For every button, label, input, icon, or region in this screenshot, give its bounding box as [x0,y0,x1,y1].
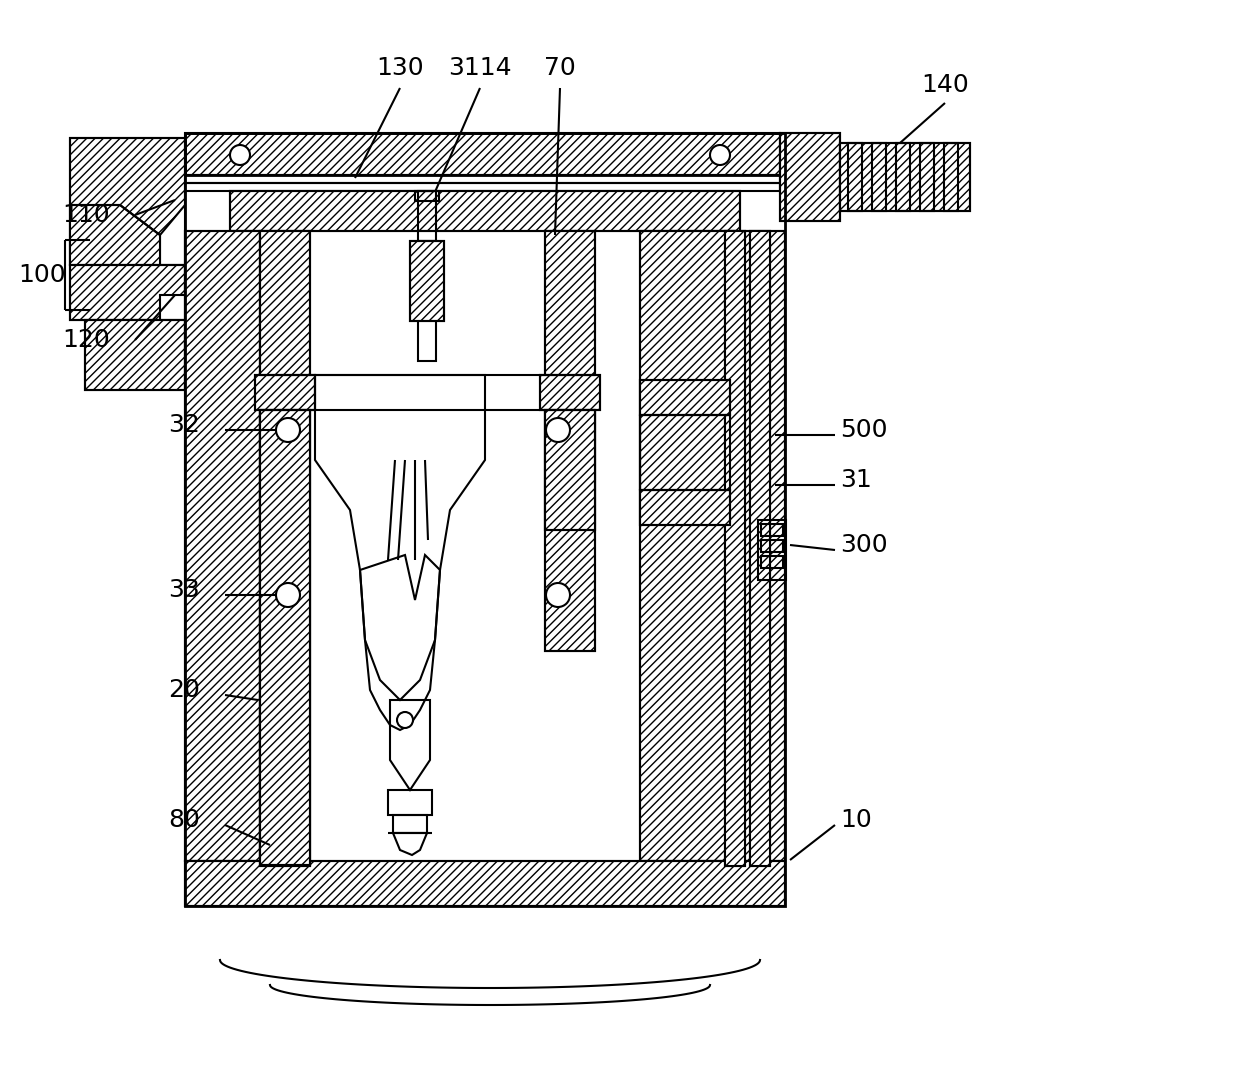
Bar [260,230,310,866]
Bar [86,320,185,391]
Polygon shape [69,205,160,265]
Circle shape [546,418,570,442]
Text: 33: 33 [169,578,200,602]
Bar [260,410,310,865]
Text: 110: 110 [62,203,110,227]
Bar [780,133,839,221]
Circle shape [397,712,413,728]
Text: 130: 130 [376,55,424,80]
Bar [839,143,970,211]
Bar [415,191,439,201]
Bar [872,143,887,211]
Bar [848,143,862,211]
Bar [546,230,595,651]
Text: 140: 140 [921,73,968,97]
Bar [539,375,600,410]
Bar [920,143,934,211]
Bar [255,375,315,410]
Text: 300: 300 [839,534,888,557]
Text: 100: 100 [19,262,66,287]
Bar [86,320,185,391]
Bar [640,415,730,490]
Text: 3114: 3114 [448,55,512,80]
Bar [229,191,740,230]
Bar [725,230,745,866]
Bar [388,790,432,815]
Bar [546,230,595,651]
Bar [69,265,185,320]
Bar [725,230,745,866]
Bar [640,380,730,415]
Bar [185,230,260,861]
Circle shape [546,583,570,607]
Bar [761,524,782,536]
Bar [539,375,600,410]
Bar [418,241,436,361]
Bar [410,241,444,321]
Bar [761,556,782,568]
Bar [185,184,780,191]
Bar [229,191,740,230]
Bar [546,410,595,530]
Bar [640,380,730,415]
Text: 32: 32 [169,413,200,437]
Bar [410,241,444,321]
Bar [185,133,780,175]
Bar [546,410,595,530]
Bar [758,520,786,580]
Text: 31: 31 [839,468,872,492]
Bar [260,410,310,865]
Polygon shape [393,833,427,855]
Bar [260,230,310,866]
Bar [640,230,785,861]
Bar [255,375,315,410]
Bar [69,138,185,265]
Polygon shape [69,138,185,265]
Bar [780,133,839,221]
Circle shape [711,145,730,165]
Bar [393,815,427,833]
Bar [839,143,970,211]
Text: 70: 70 [544,55,575,80]
Text: 20: 20 [169,678,200,702]
Bar [185,133,780,175]
Bar [185,861,785,906]
Text: 10: 10 [839,808,872,832]
Bar [640,490,730,525]
Circle shape [277,583,300,607]
Bar [418,191,436,241]
Bar [185,133,785,906]
Text: 120: 120 [62,328,110,352]
Bar [640,490,730,525]
Bar [944,143,959,211]
Polygon shape [69,265,185,320]
Circle shape [277,418,300,442]
Bar [185,175,780,184]
Text: 500: 500 [839,418,888,442]
Circle shape [229,145,250,165]
Bar [761,540,782,552]
Bar [750,230,770,866]
Bar [640,230,785,861]
Bar [750,230,770,866]
Bar [185,230,260,861]
Bar [185,861,785,906]
Bar [897,143,910,211]
Text: 80: 80 [169,808,200,832]
